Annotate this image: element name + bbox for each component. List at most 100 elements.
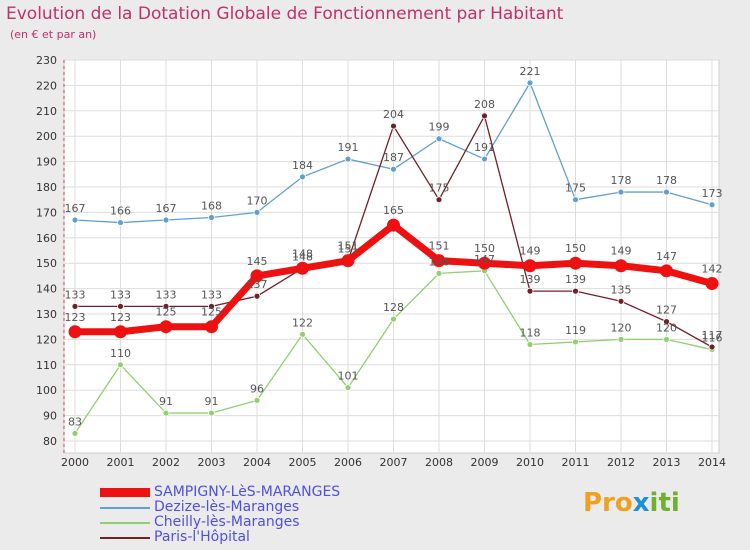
data-label: 208 bbox=[474, 98, 495, 111]
legend-label: Paris-l'Hôpital bbox=[154, 529, 250, 545]
data-point bbox=[435, 135, 443, 143]
data-label: 146 bbox=[429, 255, 450, 268]
data-point bbox=[162, 302, 170, 310]
data-point bbox=[432, 254, 446, 268]
data-point bbox=[617, 188, 625, 196]
data-point bbox=[617, 297, 625, 305]
data-label: 175 bbox=[429, 182, 450, 195]
data-label: 149 bbox=[520, 245, 541, 258]
y-tick-label: 170 bbox=[36, 206, 57, 219]
x-tick-label: 2011 bbox=[562, 456, 590, 469]
data-point bbox=[663, 188, 670, 196]
data-point bbox=[71, 429, 79, 437]
chart-title: Evolution de la Dotation Globale de Fonc… bbox=[6, 4, 564, 24]
data-point bbox=[523, 259, 537, 273]
data-label: 147 bbox=[656, 250, 677, 263]
legend-item-dezize: Dezize-lès-Maranges bbox=[100, 500, 340, 515]
x-tick-label: 2012 bbox=[607, 456, 635, 469]
data-point bbox=[162, 216, 170, 224]
data-label: 204 bbox=[383, 108, 404, 121]
y-tick-label: 110 bbox=[36, 359, 57, 372]
data-label: 142 bbox=[702, 263, 723, 276]
data-point bbox=[478, 256, 491, 270]
data-label: 133 bbox=[156, 288, 177, 301]
data-point bbox=[663, 335, 670, 343]
data-point bbox=[705, 277, 719, 291]
data-label: 91 bbox=[205, 395, 219, 408]
data-point bbox=[660, 264, 673, 278]
data-label: 91 bbox=[159, 395, 173, 408]
data-label: 135 bbox=[611, 283, 632, 296]
data-label: 118 bbox=[520, 326, 541, 339]
data-label: 168 bbox=[201, 199, 222, 212]
data-label: 120 bbox=[656, 321, 677, 334]
data-point bbox=[253, 292, 261, 300]
data-label: 148 bbox=[292, 250, 313, 263]
data-point bbox=[390, 315, 397, 323]
data-label: 120 bbox=[611, 321, 632, 334]
data-point bbox=[708, 201, 716, 209]
data-label: 221 bbox=[520, 65, 541, 78]
data-label: 123 bbox=[110, 311, 131, 324]
data-point bbox=[117, 219, 124, 226]
x-tick-label: 2009 bbox=[471, 456, 499, 469]
data-point bbox=[481, 112, 488, 120]
x-tick-label: 2002 bbox=[152, 456, 180, 469]
proxiti-logo: Proxiti bbox=[583, 488, 680, 518]
data-label: 122 bbox=[292, 316, 313, 329]
data-point bbox=[253, 208, 261, 216]
data-point bbox=[617, 335, 625, 343]
x-tick-label: 2000 bbox=[61, 456, 89, 469]
data-point bbox=[344, 384, 352, 392]
data-point bbox=[344, 155, 352, 163]
data-label: 119 bbox=[565, 324, 586, 337]
legend-label: SAMPIGNY-LèS-MARANGES bbox=[154, 484, 341, 500]
data-label: 166 bbox=[110, 205, 131, 218]
data-point bbox=[299, 330, 306, 338]
data-point bbox=[390, 122, 397, 130]
data-label: 145 bbox=[247, 255, 268, 268]
x-tick-label: 2007 bbox=[380, 456, 408, 469]
data-label: 191 bbox=[338, 141, 359, 154]
data-label: 178 bbox=[656, 174, 677, 187]
x-tick-label: 2008 bbox=[425, 456, 453, 469]
x-tick-label: 2003 bbox=[198, 456, 226, 469]
y-tick-label: 120 bbox=[36, 333, 57, 346]
data-label: 148 bbox=[292, 247, 313, 260]
y-tick-label: 80 bbox=[43, 435, 57, 448]
y-tick-label: 100 bbox=[36, 384, 57, 397]
data-point bbox=[114, 325, 127, 339]
data-point bbox=[526, 79, 534, 87]
data-label: 96 bbox=[250, 382, 264, 395]
x-tick-label: 2004 bbox=[243, 456, 271, 469]
y-tick-label: 90 bbox=[43, 410, 57, 423]
legend-swatch bbox=[100, 521, 150, 524]
data-label: 110 bbox=[110, 347, 131, 360]
data-point bbox=[435, 196, 443, 204]
data-label: 167 bbox=[156, 202, 177, 215]
x-tick-label: 2014 bbox=[698, 456, 726, 469]
data-point bbox=[614, 259, 628, 273]
x-tick-label: 2005 bbox=[289, 456, 317, 469]
legend-label: Dezize-lès-Maranges bbox=[154, 499, 300, 515]
data-point bbox=[569, 256, 582, 270]
data-label: 150 bbox=[565, 242, 586, 255]
data-label: 149 bbox=[611, 245, 632, 258]
data-label: 137 bbox=[247, 278, 268, 291]
data-label: 125 bbox=[201, 306, 222, 319]
data-label: 184 bbox=[292, 159, 313, 172]
legend-item-paris: Paris-l'Hôpital bbox=[100, 530, 340, 545]
data-label: 133 bbox=[110, 288, 131, 301]
data-point bbox=[250, 269, 264, 283]
y-tick-label: 180 bbox=[36, 181, 57, 194]
y-tick-label: 230 bbox=[36, 54, 57, 67]
data-label: 178 bbox=[611, 174, 632, 187]
data-point bbox=[708, 343, 716, 351]
data-point bbox=[341, 254, 355, 268]
data-label: 139 bbox=[520, 273, 541, 286]
data-label: 167 bbox=[65, 202, 86, 215]
legend: SAMPIGNY-LèS-MARANGES Dezize-lès-Marange… bbox=[100, 485, 340, 545]
data-point bbox=[208, 214, 215, 221]
y-tick-label: 200 bbox=[36, 130, 57, 143]
data-label: 125 bbox=[156, 306, 177, 319]
